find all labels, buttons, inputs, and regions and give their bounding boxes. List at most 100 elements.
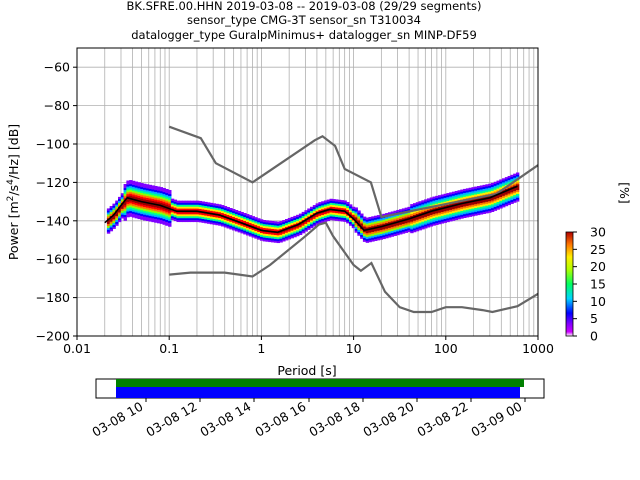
psd-cell (246, 225, 250, 228)
psd-cell (154, 187, 158, 191)
psd-cell (204, 201, 208, 205)
psd-cell (310, 206, 314, 209)
psd-cell (129, 185, 133, 189)
psd-cell (298, 217, 303, 220)
psd-cell (109, 227, 114, 230)
psd-cell (485, 209, 489, 212)
psd-cell (493, 185, 498, 188)
psd-cell (170, 217, 175, 221)
psd-cell (463, 194, 467, 197)
psd-cell (190, 219, 194, 223)
psd-cell (368, 238, 372, 241)
psd-cell (287, 237, 292, 240)
psd-cell (145, 205, 150, 208)
psd-cell (179, 214, 183, 217)
psd-cell (173, 216, 178, 220)
psd-cell (154, 199, 158, 202)
psd-cell (240, 223, 244, 226)
psd-cell (421, 223, 425, 226)
psd-cell (201, 218, 205, 221)
psd-cell (318, 204, 322, 207)
psd-cell (240, 225, 244, 228)
psd-cell (485, 201, 489, 204)
psd-cell (432, 200, 436, 203)
psd-cell (496, 182, 500, 185)
psd-cell (513, 200, 517, 203)
psd-cell (485, 211, 489, 214)
psd-cell (496, 195, 500, 199)
psd-cell (410, 221, 414, 224)
psd-cell (446, 193, 450, 196)
psd-cell (257, 231, 261, 234)
psd-cell (137, 189, 141, 193)
psd-cell (148, 217, 152, 220)
psd-cell (351, 216, 356, 219)
psd-cell (479, 185, 484, 188)
psd-cell (326, 216, 331, 220)
psd-cell (123, 185, 127, 189)
psd-cell (246, 219, 250, 223)
psd-cell (337, 199, 342, 202)
psd-cell (410, 215, 414, 218)
psd-cell (507, 179, 511, 183)
psd-cell (415, 217, 420, 220)
psd-cell (276, 237, 281, 240)
psd-cell (251, 233, 255, 236)
psd-cell (412, 224, 417, 227)
psd-cell (246, 229, 250, 232)
psd-cell (387, 221, 392, 225)
psd-cell (296, 214, 300, 218)
psd-cell (477, 205, 481, 208)
psd-cell (148, 204, 152, 207)
psd-cell (315, 222, 319, 225)
psd-cell (424, 218, 428, 221)
psd-cell (159, 194, 164, 197)
psd-cell (265, 220, 269, 223)
psd-cell (257, 224, 261, 227)
psd-cell (234, 213, 239, 217)
psd-cell (193, 217, 197, 221)
psd-cell (376, 224, 381, 227)
psd-cell (412, 228, 417, 231)
psd-cell (195, 206, 200, 209)
psd-cell (407, 222, 411, 225)
psd-cell (360, 221, 364, 224)
psd-cell (237, 222, 242, 225)
psd-cell (268, 232, 272, 235)
psd-cell (131, 203, 136, 207)
psd-cell (168, 216, 172, 220)
psd-cell (190, 202, 194, 205)
psd-cell (410, 229, 414, 232)
psd-cell (493, 202, 498, 206)
colorbar-tick-label: 20 (590, 259, 606, 274)
psd-cell (287, 225, 292, 228)
psd-cell (296, 222, 300, 225)
psd-cell (312, 210, 317, 214)
psd-cell (246, 214, 250, 217)
psd-cell (209, 222, 214, 225)
psd-cell (243, 214, 247, 218)
psd-cell (440, 221, 445, 224)
psd-cell (490, 190, 495, 193)
psd-cell (165, 217, 169, 221)
psd-cell (310, 224, 314, 227)
psd-cell (343, 202, 347, 205)
psd-cell (449, 207, 453, 210)
psd-cell (129, 212, 133, 215)
psd-cell (474, 211, 478, 214)
psd-cell (385, 220, 389, 223)
psd-cell (115, 213, 119, 217)
psd-cell (499, 198, 503, 201)
psd-cell (240, 229, 244, 232)
psd-cell (323, 200, 328, 203)
psd-cell (426, 221, 431, 224)
psd-cell (226, 226, 230, 229)
psd-cell (449, 211, 453, 214)
psd-cell (223, 211, 228, 215)
psd-cell (284, 236, 289, 239)
psd-cell (268, 239, 272, 243)
psd-cell (374, 232, 378, 236)
psd-cell (156, 211, 161, 214)
psd-cell (390, 226, 395, 230)
psd-cell (151, 194, 155, 198)
